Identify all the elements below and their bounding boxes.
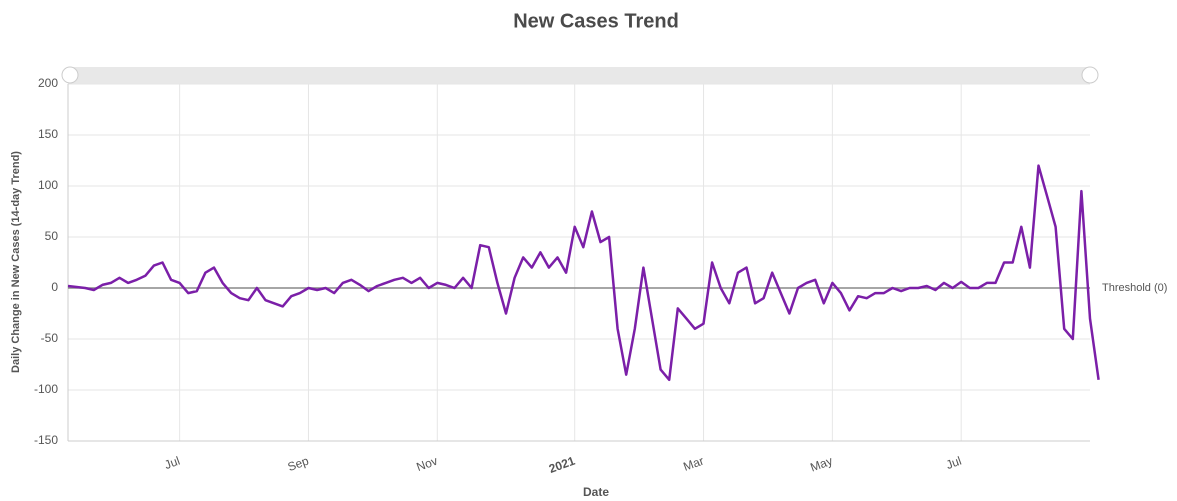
- y-tick-label: -150: [34, 433, 58, 447]
- threshold-label: Threshold (0): [1102, 282, 1167, 294]
- x-tick-label: May: [808, 454, 834, 475]
- chart-title: New Cases Trend: [513, 10, 679, 32]
- range-slider[interactable]: [68, 67, 1090, 84]
- y-tick-label: 50: [45, 229, 59, 243]
- slider-handle-right[interactable]: [1081, 66, 1099, 84]
- x-tick-label: Jul: [163, 454, 182, 472]
- y-tick-label: -100: [34, 382, 58, 396]
- x-tick-label: Mar: [681, 454, 705, 474]
- slider-handle-left[interactable]: [61, 66, 79, 84]
- y-axis-label: Daily Change in New Cases (14-day Trend): [10, 151, 22, 373]
- y-tick-label: 150: [38, 127, 58, 141]
- y-tick-label: -50: [41, 331, 59, 345]
- y-tick-label: 200: [38, 76, 58, 90]
- x-tick-label: Sep: [286, 454, 311, 475]
- x-tick-label: Nov: [415, 454, 440, 474]
- y-tick-label: 0: [51, 280, 58, 294]
- data-line: [67, 164, 1100, 382]
- x-tick-label: 2021: [547, 454, 577, 476]
- x-tick-label: Jul: [944, 454, 963, 472]
- y-tick-label: 100: [38, 178, 58, 192]
- x-axis-label: Date: [583, 485, 609, 499]
